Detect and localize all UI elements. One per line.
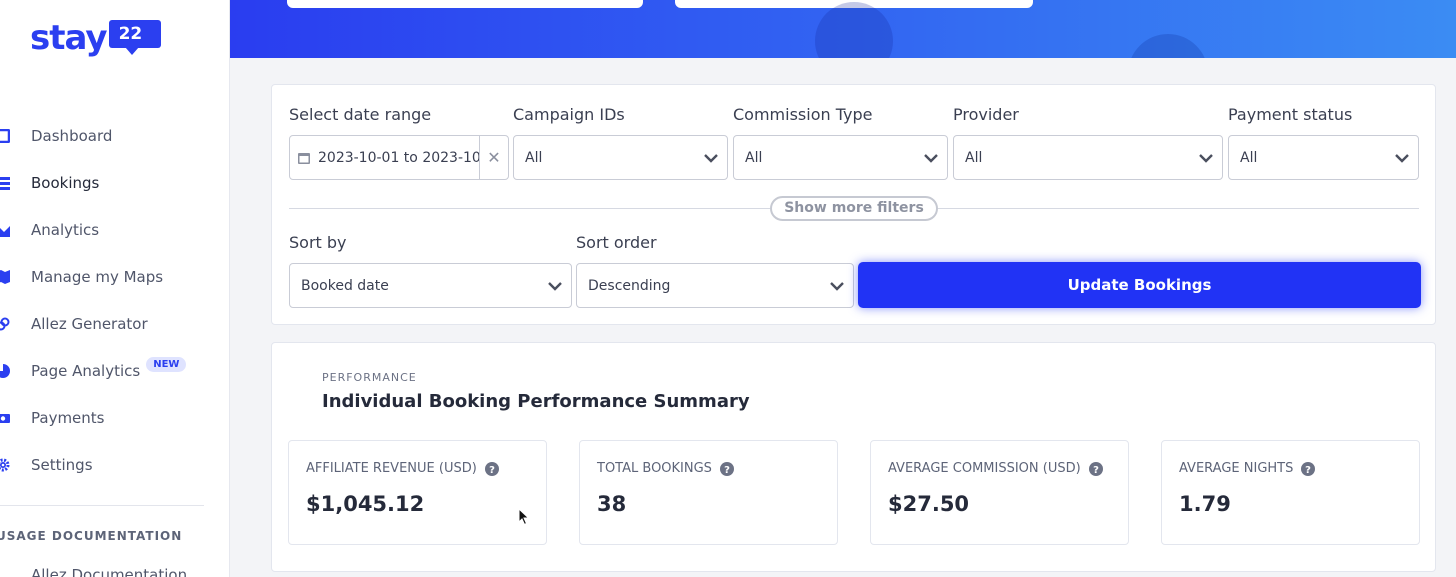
sidebar-item-bookings[interactable]: Bookings (0, 159, 229, 206)
sidebar: stay 22 Dashboard Bookings Analytics Man… (0, 0, 230, 577)
dashboard-icon (0, 128, 10, 143)
performance-title: Individual Booking Performance Summary (322, 391, 750, 412)
location-pin-icon (815, 2, 893, 58)
performance-eyebrow: PERFORMANCE (322, 371, 417, 384)
link-icon (0, 317, 10, 330)
chevron-down-icon (704, 154, 718, 163)
logo-badge: 22 (108, 20, 161, 55)
svg-text:?: ? (1093, 465, 1099, 476)
money-icon (0, 413, 10, 423)
stat-label-text: TOTAL BOOKINGS (597, 461, 712, 476)
svg-text:?: ? (489, 465, 495, 476)
chevron-down-icon (924, 154, 938, 163)
hero-banner (230, 0, 1456, 58)
help-icon[interactable]: ? (719, 461, 734, 476)
chevron-down-icon (1199, 154, 1213, 163)
stat-label: TOTAL BOOKINGS ? (597, 461, 734, 476)
sidebar-item-label: Manage my Maps (31, 267, 164, 286)
stat-label-text: AFFILIATE REVENUE (USD) (306, 461, 477, 476)
payment-value: All (1240, 149, 1258, 166)
svg-text:?: ? (724, 465, 730, 476)
logo[interactable]: stay 22 (30, 18, 161, 58)
sidebar-item-maps[interactable]: Manage my Maps (0, 253, 229, 300)
commission-value: All (745, 149, 763, 166)
chart-icon (0, 225, 10, 237)
sidebar-divider (0, 505, 204, 506)
new-badge: NEW (146, 357, 187, 372)
show-more-filters-button[interactable]: Show more filters (770, 196, 938, 221)
mouse-cursor-icon (518, 508, 530, 526)
clear-icon[interactable]: ✕ (479, 136, 508, 179)
list-icon (0, 176, 10, 190)
sidebar-item-dashboard[interactable]: Dashboard (0, 112, 229, 159)
sidebar-nav: Dashboard Bookings Analytics Manage my M… (0, 112, 229, 488)
gear-icon (0, 458, 10, 471)
sidebar-section-title: USAGE DOCUMENTATION (0, 529, 183, 543)
campaign-select[interactable]: All (513, 135, 728, 180)
campaign-label: Campaign IDs (513, 105, 625, 124)
sidebar-item-label: Payments (31, 408, 105, 427)
sidebar-item-allez-documentation[interactable]: Allez Documentation (31, 566, 188, 577)
stat-average-commission: AVERAGE COMMISSION (USD) ? $27.50 (870, 440, 1129, 545)
hero-card-right (675, 0, 1033, 8)
payment-label: Payment status (1228, 105, 1353, 124)
chevron-down-icon (548, 282, 562, 291)
sort-order-select[interactable]: Descending (576, 263, 854, 308)
sort-by-select[interactable]: Booked date (289, 263, 572, 308)
stat-value: 38 (597, 492, 627, 516)
svg-text:?: ? (1305, 465, 1311, 476)
pie-icon (0, 363, 10, 378)
sidebar-item-settings[interactable]: Settings (0, 441, 229, 488)
sidebar-item-page-analytics[interactable]: Page Analytics NEW (0, 347, 229, 394)
sort-by-label: Sort by (289, 233, 347, 252)
stat-label-text: AVERAGE NIGHTS (1179, 461, 1294, 476)
stat-average-nights: AVERAGE NIGHTS ? 1.79 (1161, 440, 1420, 545)
stat-label: AVERAGE COMMISSION (USD) ? (888, 461, 1103, 476)
stat-label: AFFILIATE REVENUE (USD) ? (306, 461, 499, 476)
sidebar-item-label: Analytics (31, 220, 100, 239)
stat-label: AVERAGE NIGHTS ? (1179, 461, 1316, 476)
sort-order-value: Descending (588, 277, 671, 294)
help-icon[interactable]: ? (1301, 461, 1316, 476)
sort-by-value: Booked date (301, 277, 389, 294)
help-icon[interactable]: ? (484, 461, 499, 476)
stat-total-bookings: TOTAL BOOKINGS ? 38 (579, 440, 838, 545)
performance-panel: PERFORMANCE Individual Booking Performan… (271, 342, 1436, 572)
date-range-input[interactable]: 2023-10-01 to 2023-10-31 ✕ (289, 135, 509, 180)
help-icon[interactable]: ? (1088, 461, 1103, 476)
sidebar-item-label: Settings (31, 455, 93, 474)
sidebar-item-label: Dashboard (31, 126, 113, 145)
stat-label-text: AVERAGE COMMISSION (USD) (888, 461, 1081, 476)
chevron-down-icon (830, 282, 844, 291)
update-bookings-button[interactable]: Update Bookings (858, 262, 1421, 308)
calendar-icon (298, 152, 310, 164)
stat-value: $1,045.12 (306, 492, 425, 516)
campaign-value: All (525, 149, 543, 166)
stat-value: 1.79 (1179, 492, 1231, 516)
logo-text: stay (30, 18, 108, 58)
date-range-label: Select date range (289, 105, 432, 124)
provider-label: Provider (953, 105, 1019, 124)
provider-value: All (965, 149, 983, 166)
sidebar-item-label: Bookings (31, 173, 100, 192)
sidebar-item-analytics[interactable]: Analytics (0, 206, 229, 253)
chevron-down-icon (1395, 154, 1409, 163)
provider-select[interactable]: All (953, 135, 1223, 180)
map-badge-icon (1128, 34, 1208, 58)
filter-panel: Select date range Campaign IDs Commissio… (271, 84, 1436, 325)
sidebar-item-allez-generator[interactable]: Allez Generator (0, 300, 229, 347)
payment-status-select[interactable]: All (1228, 135, 1419, 180)
sidebar-item-label: Allez Generator (31, 314, 148, 333)
commission-select[interactable]: All (733, 135, 948, 180)
stat-value: $27.50 (888, 492, 970, 516)
sidebar-item-label: Page Analytics (31, 361, 141, 380)
stat-affiliate-revenue: AFFILIATE REVENUE (USD) ? $1,045.12 (288, 440, 547, 545)
hero-card-left (287, 0, 643, 8)
date-range-value: 2023-10-01 to 2023-10-31 (318, 149, 480, 166)
map-icon (0, 269, 10, 284)
sidebar-item-payments[interactable]: Payments (0, 394, 229, 441)
sort-order-label: Sort order (576, 233, 657, 252)
commission-label: Commission Type (733, 105, 873, 124)
